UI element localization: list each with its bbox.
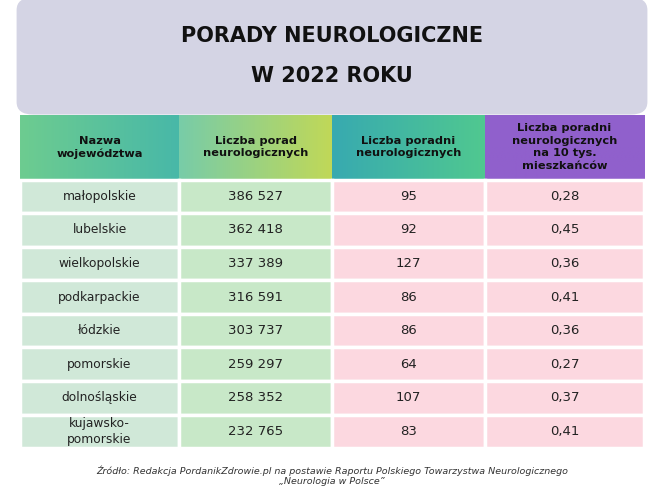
Text: 107: 107	[396, 391, 421, 404]
Text: 0,27: 0,27	[550, 358, 579, 371]
Text: Liczba porad
neurologicznych: Liczba porad neurologicznych	[203, 136, 308, 158]
Text: Liczba poradni
neurologicznych: Liczba poradni neurologicznych	[356, 136, 461, 158]
Text: Nazwa
województwa: Nazwa województwa	[56, 135, 143, 158]
Text: 362 418: 362 418	[228, 224, 283, 237]
Text: 386 527: 386 527	[228, 190, 283, 203]
Text: 232 765: 232 765	[228, 425, 283, 438]
Text: 0,36: 0,36	[550, 324, 579, 337]
Text: 0,28: 0,28	[550, 190, 579, 203]
Text: Liczba poradni
neurologicznych
na 10 tys.
mieszkańców: Liczba poradni neurologicznych na 10 tys…	[512, 124, 617, 171]
Text: wielkopolskie: wielkopolskie	[58, 257, 140, 270]
Text: 259 297: 259 297	[228, 358, 283, 371]
Text: 303 737: 303 737	[228, 324, 283, 337]
Text: 83: 83	[400, 425, 417, 438]
Text: małopolskie: małopolskie	[62, 190, 136, 203]
Text: 127: 127	[396, 257, 421, 270]
Text: 0,37: 0,37	[550, 391, 579, 404]
Text: łódzkie: łódzkie	[78, 324, 121, 337]
Text: 64: 64	[400, 358, 417, 371]
Text: kujawsko-
pomorskie: kujawsko- pomorskie	[67, 417, 131, 446]
Text: Źródło: Redakcja PordanikZdrowie.pl na postawie Raportu Polskiego Towarzystwa Ne: Źródło: Redakcja PordanikZdrowie.pl na p…	[96, 465, 568, 486]
Text: 86: 86	[400, 291, 417, 304]
Text: 0,41: 0,41	[550, 425, 579, 438]
Text: 316 591: 316 591	[228, 291, 283, 304]
Text: dolnośląskie: dolnośląskie	[62, 391, 137, 404]
Text: PORADY NEUROLOGICZNE: PORADY NEUROLOGICZNE	[181, 26, 483, 46]
Text: 95: 95	[400, 190, 417, 203]
Text: 0,36: 0,36	[550, 257, 579, 270]
Text: 0,45: 0,45	[550, 224, 579, 237]
Text: lubelskie: lubelskie	[72, 224, 127, 237]
Text: pomorskie: pomorskie	[67, 358, 131, 371]
Text: 258 352: 258 352	[228, 391, 283, 404]
Text: 92: 92	[400, 224, 417, 237]
Text: 86: 86	[400, 324, 417, 337]
Text: 337 389: 337 389	[228, 257, 283, 270]
Text: 0,41: 0,41	[550, 291, 579, 304]
Text: podkarpackie: podkarpackie	[58, 291, 141, 304]
Text: W 2022 ROKU: W 2022 ROKU	[251, 66, 413, 86]
